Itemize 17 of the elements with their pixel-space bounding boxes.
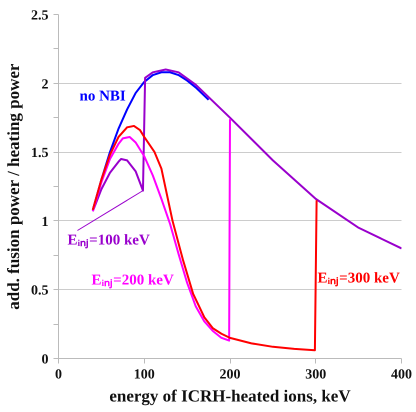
x-tick-label: 200 — [220, 368, 240, 382]
x-tick-label: 400 — [391, 368, 412, 382]
y-tick-label: 1.5 — [31, 146, 48, 162]
series-label: no NBI — [80, 88, 126, 104]
x-tick-label: 0 — [55, 368, 62, 382]
x-axis-title: energy of ICRH-heated ions, keV — [109, 386, 352, 406]
y-tick-label: 2 — [42, 77, 48, 92]
x-tick-label: 100 — [134, 368, 155, 382]
y-axis-title: add. fusion power / heating power — [4, 63, 23, 310]
x-tick-label: 300 — [305, 368, 326, 382]
y-tick-label: 1 — [42, 214, 48, 230]
y-tick-label: 0 — [42, 352, 48, 368]
y-tick-label: 2.5 — [31, 8, 48, 24]
series-label: Eᵢₙⱼ=300 keV — [318, 270, 400, 286]
series-label: Eᵢₙⱼ=200 keV — [92, 272, 174, 288]
y-tick-label: 0.5 — [31, 284, 48, 299]
text: Eᵢₙⱼ=100 keV — [68, 232, 150, 248]
